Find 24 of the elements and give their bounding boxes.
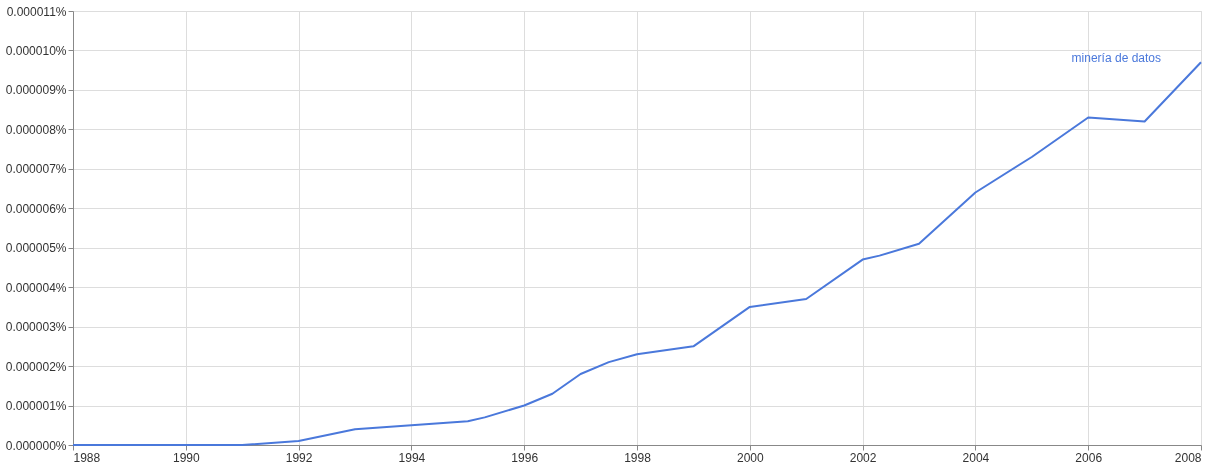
y-tick-label: 0.000008% [5,122,67,137]
x-tick-label: 1992 [285,450,313,465]
y-tick-label: 0.000005% [5,241,67,256]
y-tick-label: 0.000000% [5,438,67,453]
x-tick-label: 2000 [736,450,764,465]
x-tick-label: 2002 [849,450,877,465]
y-tick-label: 0.000011% [6,4,67,19]
x-tick-label: 1988 [73,450,101,465]
y-tick-label: 0.000003% [5,320,67,335]
y-tick-label: 0.000010% [5,43,67,58]
y-tick-label: 0.000009% [5,83,67,98]
x-tick-label: 1998 [624,450,652,465]
y-tick-label: 0.000007% [5,162,67,177]
x-tick-label: 2004 [962,450,990,465]
x-tick-label: 1996 [511,450,539,465]
y-tick-label: 0.000004% [5,280,67,295]
x-tick-label: 1990 [172,450,200,465]
x-tick-label: 2006 [1075,450,1103,465]
text: minería de datos [1071,51,1161,66]
x-tick-label: 1994 [398,450,426,465]
x-tick-label: 2008 [1174,450,1202,465]
y-tick-label: 0.000002% [5,359,67,374]
y-tick-label: 0.000001% [5,399,67,414]
y-tick-label: 0.000006% [5,201,67,216]
